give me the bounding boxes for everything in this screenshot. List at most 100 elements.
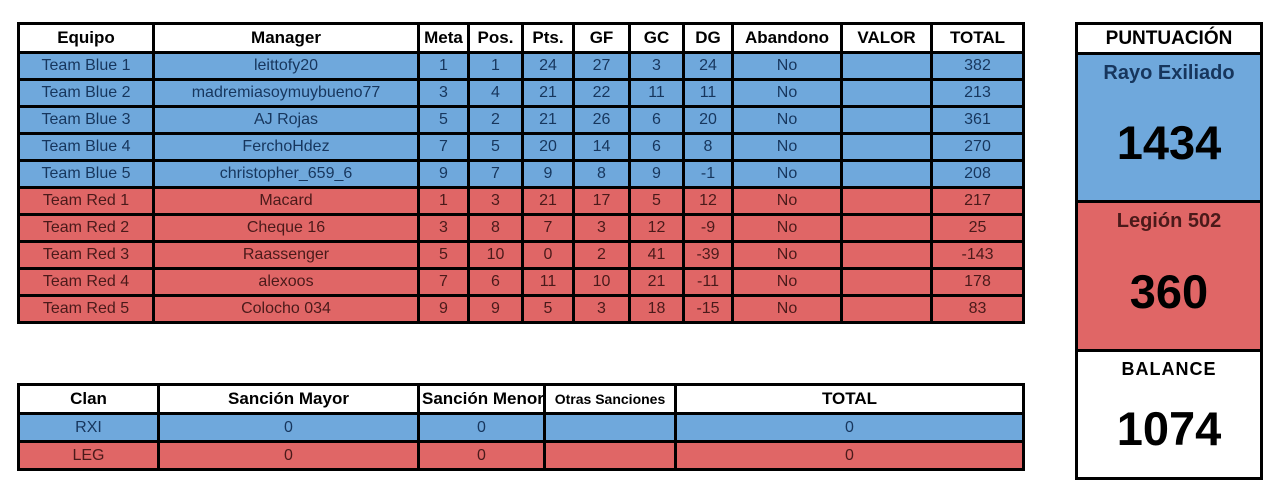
equipo-cell: Team Red 4: [17, 267, 155, 297]
gf-cell: 3: [572, 213, 631, 243]
table-row: Team Red 2 Cheque 16 3 8 7 3 12 -9 No 25: [17, 213, 1025, 243]
clan-cell: RXI: [17, 412, 160, 443]
abandono-cell: No: [731, 294, 843, 324]
column-header: Abandono: [731, 22, 843, 54]
equipo-cell: Team Blue 2: [17, 78, 155, 108]
pos-cell: 1: [467, 51, 524, 81]
meta-cell: 7: [417, 132, 470, 162]
scoreboard-panel: PUNTUACIÓN Rayo Exiliado 1434 Legión 502…: [1075, 22, 1263, 480]
red-team-score-section: Legión 502 360: [1078, 203, 1260, 352]
table-row: LEG 0 0 0: [17, 440, 1025, 471]
meta-cell: 1: [417, 51, 470, 81]
pos-cell: 4: [467, 78, 524, 108]
equipo-cell: Team Blue 4: [17, 132, 155, 162]
pts-cell: 9: [521, 159, 575, 189]
column-header: Pos.: [467, 22, 524, 54]
equipo-cell: Team Red 2: [17, 213, 155, 243]
pos-cell: 5: [467, 132, 524, 162]
manager-cell: madremiasoymuybueno77: [152, 78, 420, 108]
pos-cell: 9: [467, 294, 524, 324]
pos-cell: 2: [467, 105, 524, 135]
balance-label: BALANCE: [1121, 359, 1217, 379]
blue-team-score: 1434: [1116, 116, 1222, 169]
balance-value: 1074: [1116, 402, 1222, 455]
manager-cell: leittofy20: [152, 51, 420, 81]
dg-cell: -39: [682, 240, 734, 270]
pts-cell: 21: [521, 78, 575, 108]
meta-cell: 9: [417, 294, 470, 324]
balance-section: BALANCE 1074: [1078, 352, 1260, 477]
gc-cell: 11: [628, 78, 685, 108]
gf-cell: 10: [572, 267, 631, 297]
standings-header-row: Equipo Manager Meta Pos. Pts. GF GC DG Abandono V…: [17, 22, 1025, 54]
sanctions-total-cell: 0: [674, 440, 1025, 471]
dg-cell: 12: [682, 186, 734, 216]
manager-cell: Cheque 16: [152, 213, 420, 243]
meta-cell: 1: [417, 186, 470, 216]
dg-cell: -9: [682, 213, 734, 243]
sanctions-header-row: Clan Sanción Mayor Sanción Menor Otras Sanc…: [17, 383, 1025, 415]
clan-cell: LEG: [17, 440, 160, 471]
valor-cell: [840, 105, 933, 135]
gc-cell: 3: [628, 51, 685, 81]
table-row: Team Red 1 Macard 1 3 21 17 5 12 No 217: [17, 186, 1025, 216]
column-header: Otras Sanciones: [543, 383, 677, 415]
gf-cell: 22: [572, 78, 631, 108]
column-header: TOTAL: [674, 383, 1025, 415]
equipo-cell: Team Blue 3: [17, 105, 155, 135]
total-cell: -143: [930, 240, 1025, 270]
blue-team-score-section: Rayo Exiliado 1434: [1078, 55, 1260, 203]
sancion-mayor-cell: 0: [157, 440, 420, 471]
gc-cell: 18: [628, 294, 685, 324]
total-cell: 213: [930, 78, 1025, 108]
pos-cell: 8: [467, 213, 524, 243]
valor-cell: [840, 240, 933, 270]
dg-cell: 24: [682, 51, 734, 81]
dg-cell: 20: [682, 105, 734, 135]
total-cell: 382: [930, 51, 1025, 81]
valor-cell: [840, 186, 933, 216]
gc-cell: 9: [628, 159, 685, 189]
table-row: RXI 0 0 0: [17, 412, 1025, 443]
dg-cell: 8: [682, 132, 734, 162]
equipo-cell: Team Blue 5: [17, 159, 155, 189]
valor-cell: [840, 213, 933, 243]
blue-team-name: Rayo Exiliado: [1103, 62, 1235, 84]
pos-cell: 7: [467, 159, 524, 189]
table-row: Team Blue 4 FerchoHdez 7 5 20 14 6 8 No …: [17, 132, 1025, 162]
meta-cell: 5: [417, 240, 470, 270]
column-header: Sanción Mayor: [157, 383, 420, 415]
abandono-cell: No: [731, 105, 843, 135]
otras-sanciones-cell: [543, 440, 677, 471]
gf-cell: 26: [572, 105, 631, 135]
column-header: Equipo: [17, 22, 155, 54]
valor-cell: [840, 267, 933, 297]
abandono-cell: No: [731, 213, 843, 243]
gf-cell: 8: [572, 159, 631, 189]
valor-cell: [840, 159, 933, 189]
gc-cell: 5: [628, 186, 685, 216]
abandono-cell: No: [731, 78, 843, 108]
table-row: Team Red 5 Colocho 034 9 9 5 3 18 -15 No…: [17, 294, 1025, 324]
pos-cell: 3: [467, 186, 524, 216]
abandono-cell: No: [731, 267, 843, 297]
pts-cell: 7: [521, 213, 575, 243]
gf-cell: 17: [572, 186, 631, 216]
column-header: Meta: [417, 22, 470, 54]
equipo-cell: Team Red 3: [17, 240, 155, 270]
pts-cell: 0: [521, 240, 575, 270]
pts-cell: 21: [521, 105, 575, 135]
meta-cell: 7: [417, 267, 470, 297]
column-header: VALOR: [840, 22, 933, 54]
column-header: Clan: [17, 383, 160, 415]
manager-cell: christopher_659_6: [152, 159, 420, 189]
abandono-cell: No: [731, 240, 843, 270]
gf-cell: 2: [572, 240, 631, 270]
column-header: DG: [682, 22, 734, 54]
abandono-cell: No: [731, 132, 843, 162]
total-cell: 178: [930, 267, 1025, 297]
standings-table: Equipo Manager Meta Pos. Pts. GF GC DG Abandono V…: [17, 22, 1025, 324]
red-team-name: Legión 502: [1116, 210, 1222, 232]
pts-cell: 5: [521, 294, 575, 324]
abandono-cell: No: [731, 51, 843, 81]
